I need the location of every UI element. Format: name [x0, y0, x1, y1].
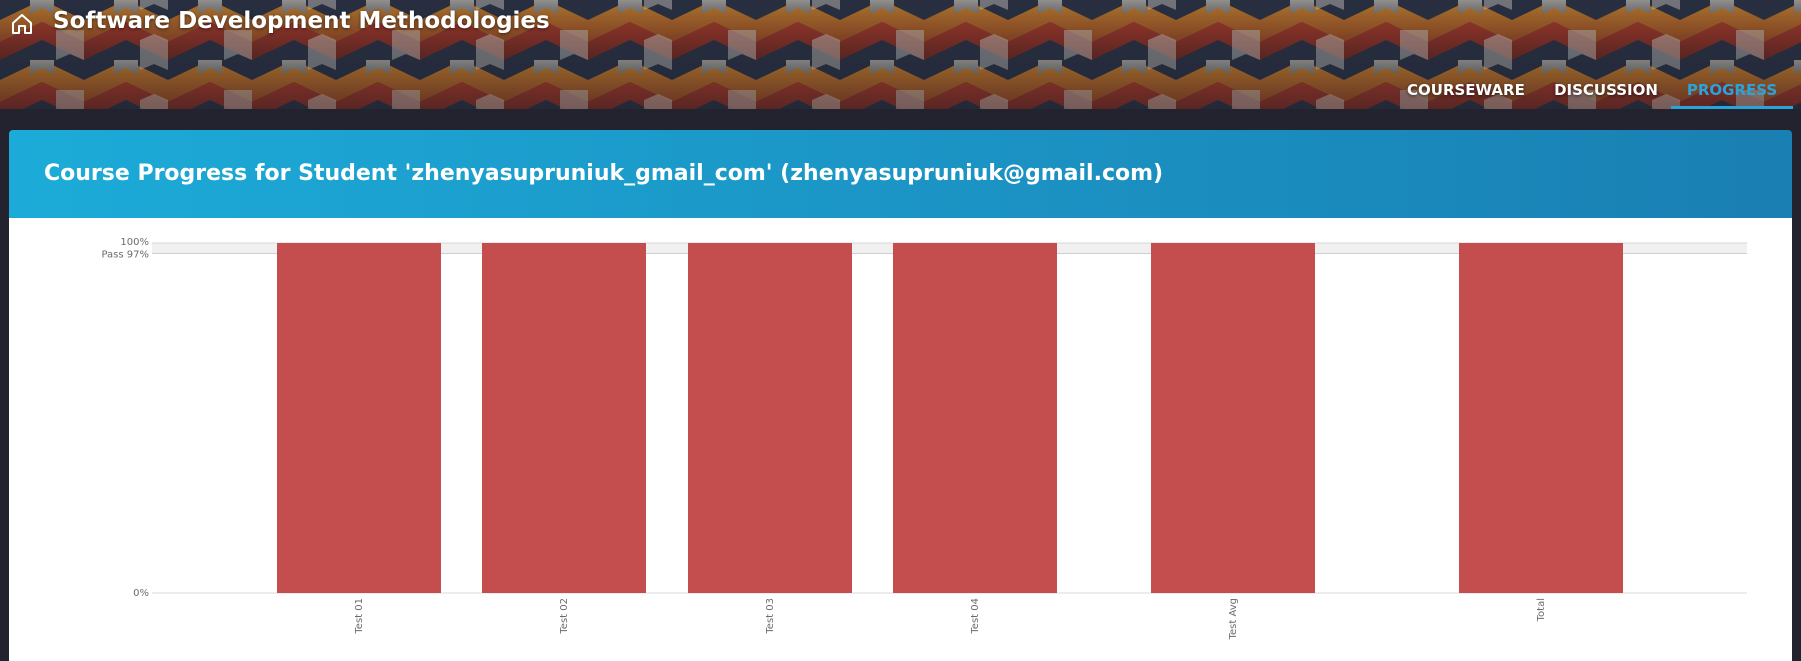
- x-tick-label: Test 02: [559, 598, 570, 635]
- bar-test-avg: [1151, 243, 1315, 593]
- course-nav: COURSEWARE DISCUSSION PROGRESS: [1401, 80, 1801, 109]
- header-pattern: [0, 0, 1801, 109]
- home-icon[interactable]: [9, 11, 35, 37]
- tab-discussion[interactable]: DISCUSSION: [1554, 81, 1658, 99]
- y-tick-label: 100%: [120, 237, 149, 248]
- tab-progress[interactable]: PROGRESS: [1671, 80, 1793, 109]
- course-title[interactable]: Software Development Methodologies: [53, 8, 550, 34]
- y-tick-label: Pass 97%: [101, 250, 149, 261]
- x-tick-label: Test Avg: [1228, 598, 1239, 640]
- header-shade: [0, 0, 1801, 109]
- bar-total: [1459, 243, 1623, 593]
- tab-courseware[interactable]: COURSEWARE: [1407, 81, 1525, 99]
- x-tick-label: Test 03: [765, 598, 776, 635]
- progress-chart-panel: 100% Pass 97% 0% Test 01 Test 02 Test 03 Test …: [9, 218, 1792, 661]
- progress-title: Course Progress for Student 'zhenyasupru…: [44, 161, 1164, 186]
- x-tick-label: Test 04: [970, 598, 981, 635]
- bar-test-01: [277, 243, 441, 593]
- course-header: Software Development Methodologies COURS…: [0, 0, 1801, 109]
- y-tick-label: 0%: [133, 588, 149, 599]
- x-tick-label: Total: [1536, 598, 1547, 622]
- bar-test-03: [688, 243, 852, 593]
- progress-banner: Course Progress for Student 'zhenyasupru…: [9, 130, 1792, 218]
- x-tick-label: Test 01: [354, 598, 365, 635]
- bar-test-04: [893, 243, 1057, 593]
- progress-chart: 100% Pass 97% 0% Test 01 Test 02 Test 03 Test …: [101, 237, 1747, 640]
- bar-test-02: [482, 243, 646, 593]
